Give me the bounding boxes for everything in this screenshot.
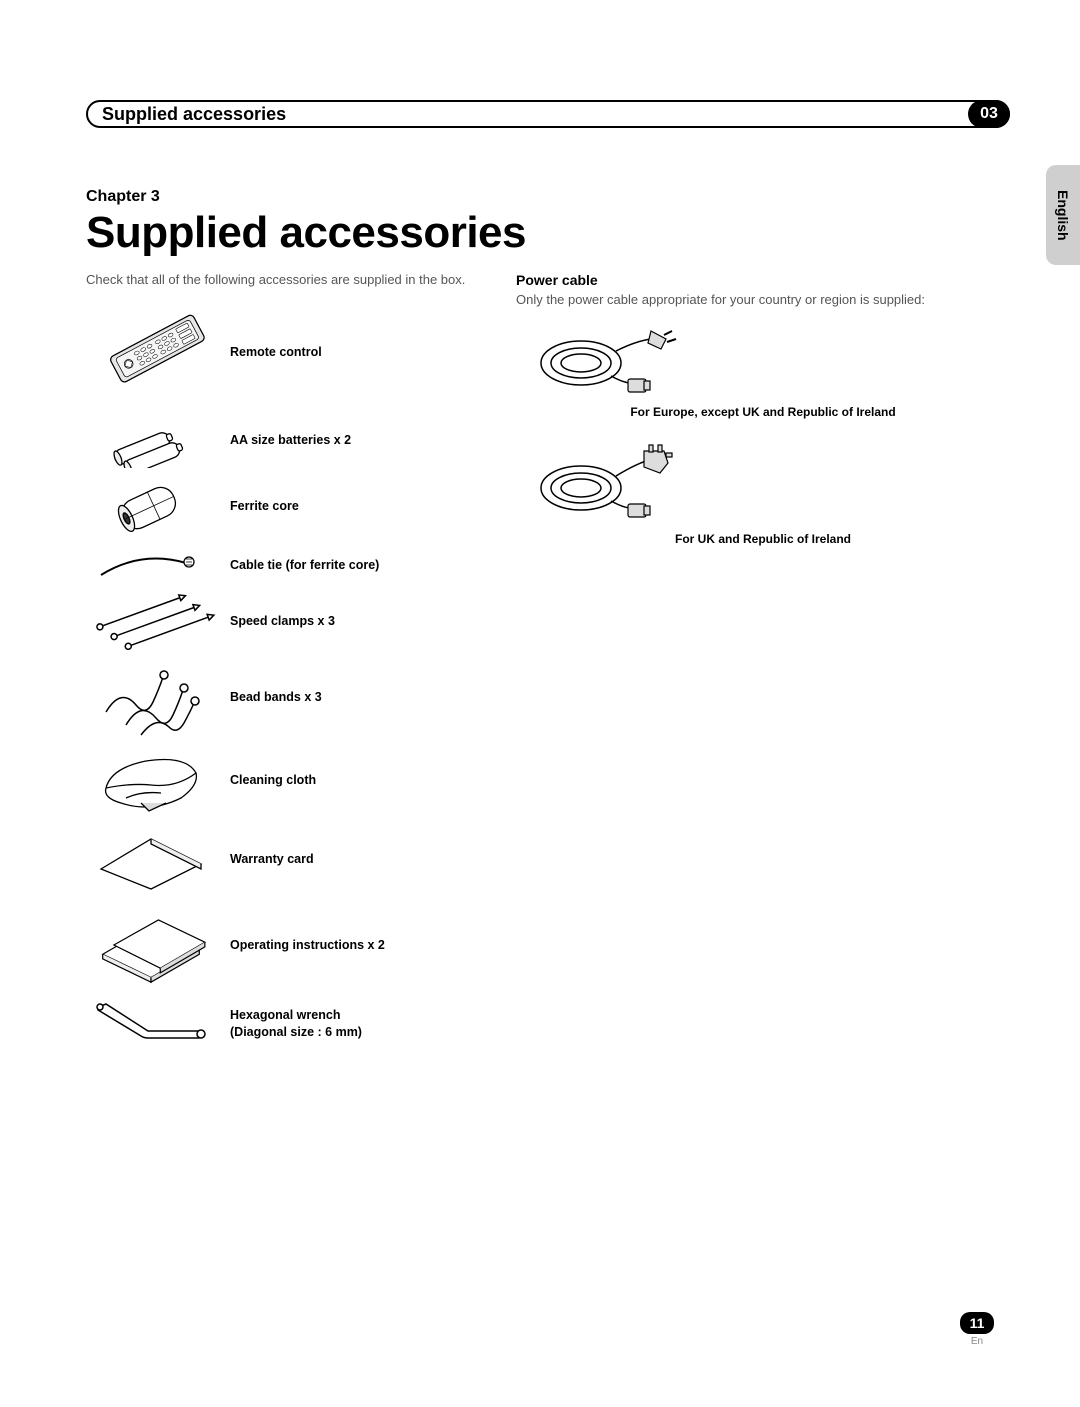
accessory-cabletie: Cable tie (for ferrite core) <box>86 545 486 585</box>
footer: 11 En <box>960 1312 994 1347</box>
accessory-remote: Remote control <box>86 297 486 407</box>
cable-uk-icon <box>516 443 686 528</box>
accessory-label: Remote control <box>230 344 322 360</box>
page-lang: En <box>960 1336 994 1347</box>
intro-text: Check that all of the following accessor… <box>86 272 486 287</box>
accessory-label: Cleaning cloth <box>230 772 316 788</box>
wrench-icon <box>86 996 216 1051</box>
accessory-label: AA size batteries x 2 <box>230 432 351 448</box>
accessory-label: Speed clamps x 3 <box>230 613 335 629</box>
content-columns: Check that all of the following accessor… <box>86 272 1010 1057</box>
accessory-label: Bead bands x 3 <box>230 689 322 705</box>
accessory-label: Operating instructions x 2 <box>230 937 385 953</box>
accessory-beadbands: Bead bands x 3 <box>86 657 486 737</box>
accessory-wrench: Hexagonal wrench (Diagonal size : 6 mm) <box>86 996 486 1051</box>
chapter-number-badge: 03 <box>968 100 1010 128</box>
page-number-badge: 11 <box>960 1312 994 1334</box>
accessory-label: Warranty card <box>230 851 314 867</box>
accessory-instructions: Operating instructions x 2 <box>86 900 486 990</box>
page: Supplied accessories 03 English Chapter … <box>0 0 1080 1407</box>
accessory-label: Cable tie (for ferrite core) <box>230 557 379 573</box>
accessory-cloth: Cleaning cloth <box>86 743 486 818</box>
ferrite-icon <box>86 474 216 539</box>
language-tab: English <box>1046 165 1080 265</box>
chapter-title: Supplied accessories <box>86 208 1010 258</box>
speedclamps-icon <box>86 591 216 651</box>
accessory-list: Remote control <box>86 297 486 1051</box>
warranty-icon <box>86 824 216 894</box>
accessory-speedclamps: Speed clamps x 3 <box>86 591 486 651</box>
left-column: Check that all of the following accessor… <box>86 272 486 1057</box>
chapter-label: Chapter 3 <box>86 188 1010 206</box>
beadbands-icon <box>86 657 216 737</box>
instructions-icon <box>86 900 216 990</box>
cabletie-icon <box>86 545 216 585</box>
accessory-label: Ferrite core <box>230 498 299 514</box>
power-cable-heading: Power cable <box>516 272 1010 288</box>
accessory-ferrite: Ferrite core <box>86 474 486 539</box>
accessory-label: Hexagonal wrench (Diagonal size : 6 mm) <box>230 1007 362 1040</box>
section-title: Supplied accessories <box>102 104 286 125</box>
accessory-batteries: AA size batteries x 2 <box>86 413 486 468</box>
remote-icon <box>86 297 216 407</box>
power-cable-text: Only the power cable appropriate for you… <box>516 292 1010 307</box>
cloth-icon <box>86 743 216 818</box>
chapter-heading: Chapter 3 Supplied accessories <box>86 188 1010 258</box>
right-column: Power cable Only the power cable appropr… <box>516 272 1010 1057</box>
language-label: English <box>1055 190 1071 241</box>
chapter-number: 03 <box>980 105 998 123</box>
batteries-icon <box>86 413 216 468</box>
header-bar: Supplied accessories 03 <box>86 100 1010 128</box>
cable-europe: For Europe, except UK and Republic of Ir… <box>516 321 1010 419</box>
page-number: 11 <box>970 1315 985 1331</box>
cable-uk: For UK and Republic of Ireland <box>516 443 1010 546</box>
cable-caption: For Europe, except UK and Republic of Ir… <box>516 405 1010 419</box>
cable-europe-icon <box>516 321 686 401</box>
cable-caption: For UK and Republic of Ireland <box>516 532 1010 546</box>
accessory-warranty: Warranty card <box>86 824 486 894</box>
